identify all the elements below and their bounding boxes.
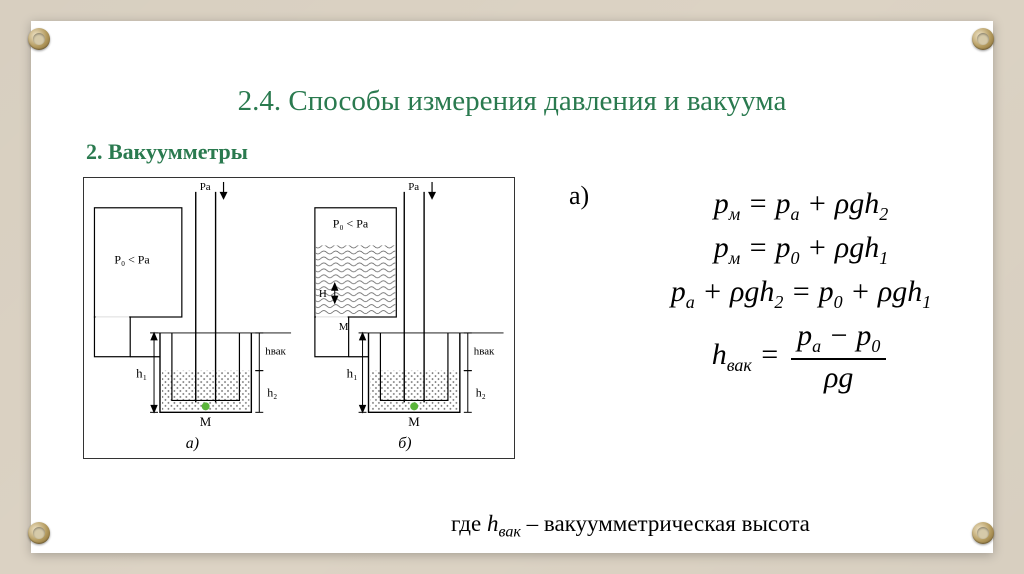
label-M-left: М [200,415,212,429]
corner-grommet-icon [28,28,50,50]
equation-2: pм = p0 + ρgh1 [591,231,1011,269]
caption-a: а) [186,435,199,452]
equation-3: pa + ρgh2 = p0 + ρgh1 [591,275,1011,313]
corner-grommet-icon [972,28,994,50]
equations-label: а) [569,181,589,211]
section-subtitle: 2. Вакуумметры [86,139,248,165]
label-h1-left: h₁ [136,367,147,381]
label-M-right: М [408,415,420,429]
page-title: 2.4. Способы измерения давления и вакуум… [31,85,993,118]
label-h2-right: h₂ [476,385,486,399]
slide-paper: 2.4. Способы измерения давления и вакуум… [31,21,993,553]
footnote: где hвак – вакуумметрическая высота [451,511,810,542]
label-p0-less-pa: P₀ < Pа [114,252,150,266]
label-pa-top-right: Pа [408,181,419,193]
label-H-right: Н [319,288,327,300]
vacuum-gauge-diagram: P₀ < Pа Pа [84,178,514,458]
label-p0-less-pa-right: P₀ < Pа [333,217,369,231]
svg-text:М: М [339,321,349,333]
label-pa-top-left: Pа [200,181,211,193]
fraction: pa − p0 ρg [791,319,886,395]
equation-1: pм = pa + ρgh2 [591,187,1011,225]
label-h1-right: h₁ [347,367,358,381]
label-h2-left: h₂ [267,385,277,399]
label-hvak-right: hвак [474,346,495,358]
corner-grommet-icon [28,522,50,544]
corner-grommet-icon [972,522,994,544]
caption-b: б) [398,435,411,452]
label-hvak-left: hвак [265,346,286,358]
figure-frame: P₀ < Pа Pа [83,177,515,459]
equation-4: hвак = pa − p0 ρg [591,319,1011,395]
equations-block: pм = pa + ρgh2 pм = p0 + ρgh1 pa + ρgh2 … [591,181,1011,401]
